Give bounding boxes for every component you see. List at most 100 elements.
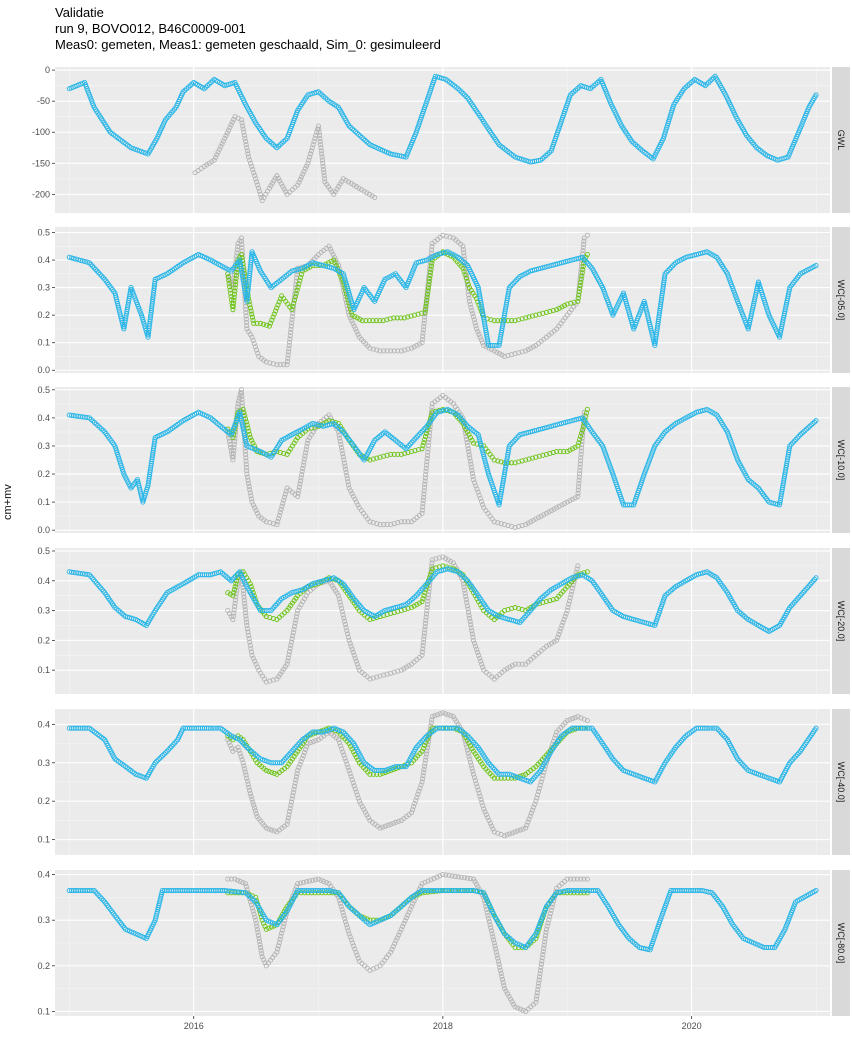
data-point	[447, 234, 453, 240]
data-point	[304, 444, 310, 450]
data-point	[297, 481, 303, 487]
data-point	[231, 444, 237, 451]
data-point	[463, 93, 469, 100]
data-point	[239, 238, 245, 244]
data-point	[419, 507, 425, 513]
data-point	[260, 321, 267, 327]
data-point	[334, 186, 340, 192]
data-point	[516, 317, 522, 323]
chart-subtitle-run: run 9, BOVO012, B46C0009-001	[55, 21, 246, 36]
series-meas0	[192, 114, 378, 204]
data-point	[291, 300, 297, 306]
data-point	[249, 163, 255, 169]
data-point	[304, 163, 310, 169]
data-point	[242, 448, 248, 454]
data-point	[275, 302, 281, 308]
panel-wc-05-0-: 0.00.10.20.30.40.5WC[-05.0]	[37, 227, 850, 375]
data-point	[421, 485, 428, 491]
data-point	[333, 257, 339, 263]
data-point	[268, 320, 274, 326]
data-point	[342, 463, 348, 469]
data-point	[233, 273, 239, 279]
data-point	[509, 523, 515, 529]
data-point	[239, 241, 245, 248]
data-point	[302, 453, 308, 459]
data-point	[472, 320, 478, 326]
data-point	[470, 474, 476, 480]
data-point	[352, 496, 358, 502]
data-point	[377, 318, 383, 324]
data-point	[494, 349, 500, 355]
data-point	[395, 520, 401, 526]
data-point	[576, 289, 582, 295]
data-point	[220, 138, 226, 144]
data-point	[289, 320, 295, 326]
data-point	[421, 324, 427, 330]
data-point	[419, 336, 425, 343]
data-point	[420, 330, 426, 336]
data-point	[298, 174, 305, 180]
data-point	[243, 306, 249, 312]
data-point	[664, 269, 670, 275]
data-point	[546, 509, 552, 515]
data-point	[509, 281, 515, 288]
data-point	[331, 191, 337, 197]
data-point	[240, 406, 246, 413]
data-point	[578, 455, 584, 461]
data-point	[421, 320, 427, 327]
data-point	[267, 360, 273, 366]
data-point	[458, 89, 464, 95]
data-point	[271, 178, 277, 184]
data-point	[348, 180, 354, 187]
data-point	[336, 263, 342, 269]
data-point	[286, 346, 292, 352]
panel-wc-10-0-: 0.00.10.20.30.40.5WC[-10.0]	[37, 385, 850, 535]
data-point	[576, 471, 583, 477]
data-point	[255, 185, 262, 191]
data-point	[214, 152, 220, 158]
y-tick-label: 0.5	[37, 228, 50, 238]
data-point	[519, 349, 525, 355]
y-tick-label: -200	[32, 189, 50, 199]
data-point	[477, 334, 483, 340]
data-point	[288, 330, 294, 336]
data-point	[282, 491, 288, 497]
data-point	[491, 318, 497, 324]
data-point	[230, 300, 237, 306]
data-point	[576, 292, 582, 298]
data-point	[466, 295, 472, 301]
data-point	[429, 404, 435, 410]
data-point	[140, 319, 147, 325]
data-point	[353, 499, 359, 505]
data-point	[243, 455, 249, 461]
data-point	[559, 502, 565, 508]
data-point	[301, 168, 307, 175]
data-point	[316, 126, 322, 132]
data-point	[285, 355, 291, 361]
data-point	[140, 317, 146, 323]
data-point	[416, 341, 422, 347]
y-tick-label: 0.1	[37, 665, 50, 675]
data-point	[253, 347, 260, 353]
data-point	[473, 323, 479, 329]
data-point	[547, 308, 553, 315]
data-point	[414, 342, 420, 349]
data-point	[509, 352, 515, 358]
panel-wc-20-0-: 0.10.20.30.40.5WC[-20.0]	[37, 546, 850, 694]
data-point	[232, 285, 238, 291]
data-point	[298, 475, 304, 481]
data-point	[508, 283, 514, 289]
data-point	[428, 269, 434, 275]
data-point	[254, 320, 260, 326]
data-point	[232, 282, 239, 288]
data-point	[578, 451, 584, 457]
data-point	[457, 87, 463, 93]
data-point	[243, 319, 250, 325]
data-point	[424, 452, 431, 458]
data-point	[254, 510, 260, 516]
data-point	[424, 462, 430, 468]
data-point	[263, 359, 269, 365]
data-point	[377, 348, 383, 354]
data-point	[246, 431, 253, 437]
data-point	[577, 464, 583, 470]
